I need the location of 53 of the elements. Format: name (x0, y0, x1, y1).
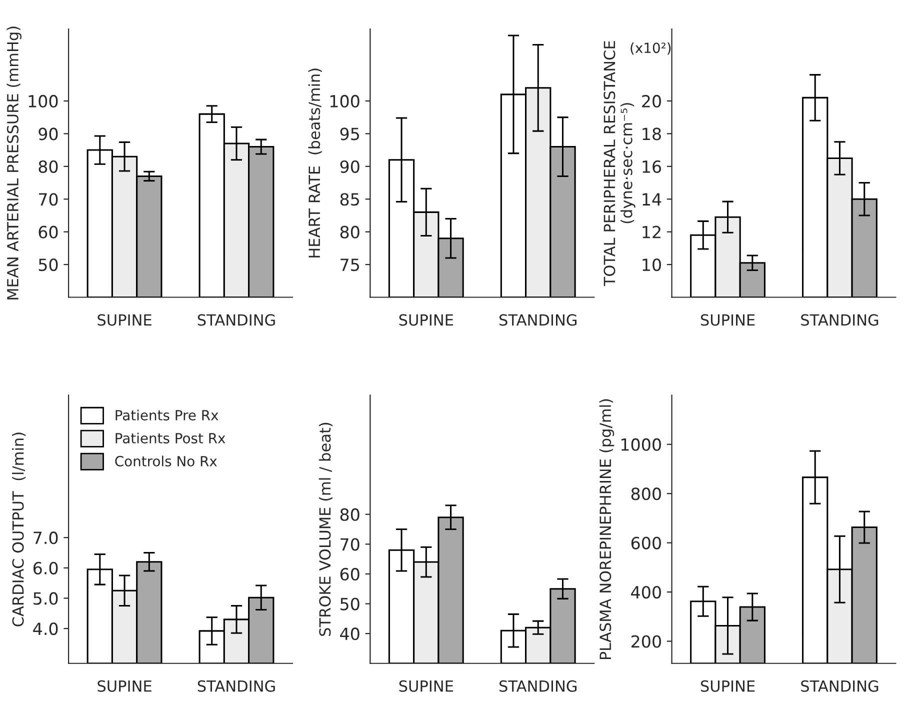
y-tick-label: 7.0 (34, 532, 58, 544)
x-tick-label: SUPINE (399, 314, 454, 326)
y-tick-label: 10 (642, 258, 661, 272)
y-axis-title: STROKE VOLUME (ml / beat) (318, 422, 333, 636)
x-tick-label: SUPINE (399, 680, 454, 692)
y-tick-label: 800 (631, 488, 661, 500)
y-tick-label: 100 (28, 94, 58, 108)
y-axis-title: CARDIAC OUTPUT (l/min) (12, 432, 26, 626)
x-tick-label: STANDING (499, 314, 576, 326)
legend-label: Patients Pre Rx (116, 410, 218, 420)
y-tick-label: 16 (642, 160, 662, 173)
y-tick-label: 1000 (621, 438, 661, 451)
y-tick-label: 600 (631, 536, 661, 550)
legend-label: Controls No Rx (115, 456, 217, 466)
legend-label: Patients Post Rx (116, 432, 226, 444)
y-tick-label: 50 (340, 598, 360, 610)
y-tick-label: 60 (340, 568, 360, 581)
x-tick-label: STANDING (801, 314, 878, 326)
y-tick-label: 100 (330, 94, 360, 108)
x-tick-label: STANDING (198, 314, 275, 326)
y-axis-title: PLASMA NOREPINEPHRINE (pg/ml) (599, 399, 614, 660)
y-tick-label: 90 (38, 128, 58, 140)
y-tick-label: 70 (38, 193, 58, 206)
y-axis-title: HEART RATE (beats/min) (308, 68, 322, 258)
y-tick-label: 200 (631, 635, 661, 648)
y-tick-label: 75 (340, 258, 359, 272)
y-tick-label: 80 (340, 508, 360, 521)
x-tick-label: STANDING (801, 680, 878, 692)
y-tick-label: 85 (340, 193, 359, 206)
y-tick-label: 60 (38, 226, 58, 238)
y-tick-label: 18 (642, 128, 661, 140)
y-tick-label: 90 (340, 160, 360, 173)
y-tick-label: 70 (340, 538, 360, 551)
y-tick-label: 12 (642, 226, 660, 238)
y-tick-label: 5.0 (34, 592, 58, 605)
x-tick-label: SUPINE (700, 314, 755, 326)
y-tick-label: 80 (38, 160, 58, 173)
y-tick-label: 6.0 (33, 562, 58, 574)
y-tick-label: 50 (38, 258, 58, 272)
x-tick-label: SUPINE (700, 680, 755, 692)
x-tick-label: STANDING (499, 680, 576, 692)
x-tick-label: STANDING (198, 680, 275, 692)
x-tick-label: SUPINE (98, 314, 152, 326)
y-tick-label: 4.0 (33, 622, 58, 636)
y-axis-title: MEAN ARTERIAL PRESSURE (mmHg) (6, 26, 22, 300)
y-tick-label: 400 (631, 586, 661, 599)
y-tick-label: 40 (340, 628, 360, 640)
x-tick-label: SUPINE (98, 680, 152, 692)
y-tick-label: 14 (642, 193, 662, 206)
y-tick-label: 95 (340, 128, 359, 140)
y-tick-label: 20 (642, 94, 661, 108)
y-tick-label: 80 (340, 226, 360, 238)
text: (x10²) (630, 42, 671, 55)
